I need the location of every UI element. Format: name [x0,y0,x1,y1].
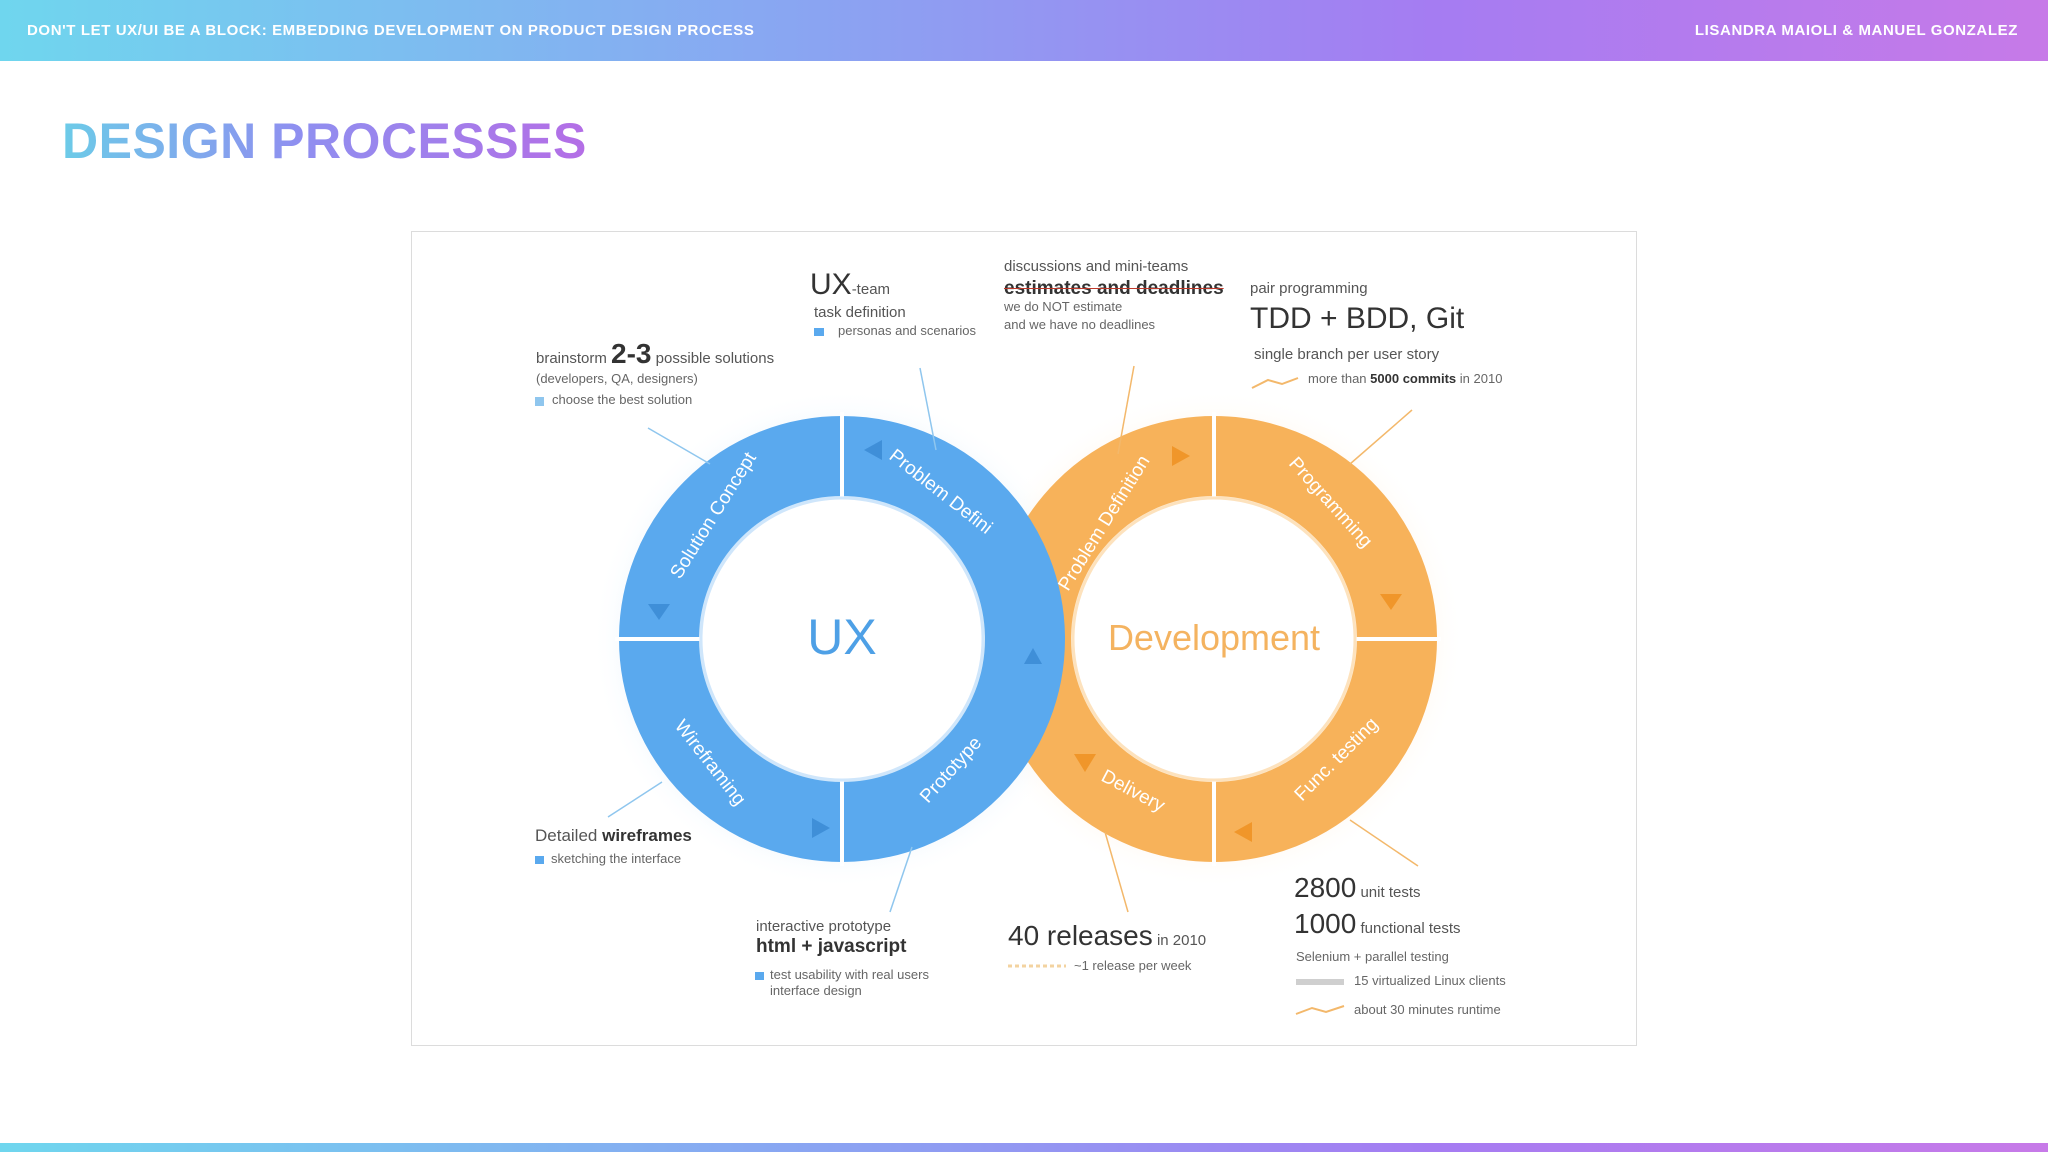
ux-flow-arrows [648,440,1042,838]
slide-title: DESIGN PROCESSES [62,113,587,169]
annotation-icons [535,328,1345,1015]
annotation-brainstorm-sub: (developers, QA, designers) [536,371,698,386]
annotation-ux-team-sub: task definition [814,304,906,321]
annotation-pair-programming: pair programming [1250,280,1368,297]
commits-sparkline-icon [1251,377,1299,389]
annotation-discussions: discussions and mini-teams [1004,258,1189,275]
presenters-names: LISANDRA MAIOLI & MANUEL GONZALEZ [1694,22,2018,39]
annotation-single-branch: single branch per user story [1254,346,1440,363]
annotation-interface-design: interface design [770,983,862,998]
annotation-selenium: Selenium + parallel testing [1296,949,1449,964]
annotation-tdd-bdd: TDD + BDD, Git [1250,302,1465,335]
infinity-diagram: Solution Concept Problem Defini Prototyp… [411,231,1637,1046]
annotation-wireframes: Detailed wireframes [535,826,692,845]
brainstorm-icon [535,397,544,406]
annotation-sketching: sketching the interface [551,851,682,866]
annotation-runtime: about 30 minutes runtime [1354,1002,1501,1017]
annotation-interactive-prototype: interactive prototype [756,918,892,935]
annotation-estimates: estimates and deadlines [1004,278,1224,299]
dev-ring-center [1071,496,1357,782]
dev-center-label: Development [1108,617,1320,658]
annotation-ux-team-note: personas and scenarios [838,323,977,338]
clients-icon [1296,979,1344,985]
annotation-html-js: html + javascript [756,936,907,957]
dev-flow-arrows [1074,446,1402,842]
annotation-test-usability: test usability with real users [770,967,929,982]
personas-icon [814,328,824,336]
annotation-unit-tests: 2800 unit tests [1294,872,1421,903]
footer-bar [0,1143,2048,1152]
ux-leader-lines [607,367,937,913]
dev-leader-lines [1104,365,1419,913]
runtime-sparkline-icon [1295,1005,1345,1015]
sketch-icon [535,856,544,864]
annotation-ux-team: UX-team [810,268,891,301]
annotation-releases: 40 releases in 2010 [1008,920,1207,951]
annotation-commits: more than 5000 commits in 2010 [1308,371,1503,386]
annotation-release-per-week: ~1 release per week [1074,958,1192,973]
usability-icon [755,972,764,980]
diagram-graphic: Solution Concept Problem Defini Prototyp… [535,328,1464,1015]
ux-center-label: UX [807,609,876,665]
ux-ring-center [699,496,985,782]
annotation-functional-tests: 1000 functional tests [1294,908,1461,939]
annotation-brainstorm-note: choose the best solution [552,392,693,407]
annotation-virtualized-clients: 15 virtualized Linux clients [1354,973,1506,988]
header-bar: DON'T LET UX/UI BE A BLOCK: EMBEDDING DE… [0,0,2048,61]
segment-separators [615,412,1441,866]
annotation-no-deadlines: and we have no deadlines [1004,317,1156,332]
presentation-title: DON'T LET UX/UI BE A BLOCK: EMBEDDING DE… [27,22,755,39]
annotation-no-estimate: we do NOT estimate [1004,299,1123,314]
annotation-brainstorm: brainstorm 2-3 possible solutions [536,338,775,369]
